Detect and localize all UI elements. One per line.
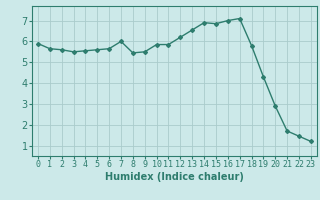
X-axis label: Humidex (Indice chaleur): Humidex (Indice chaleur) <box>105 172 244 182</box>
